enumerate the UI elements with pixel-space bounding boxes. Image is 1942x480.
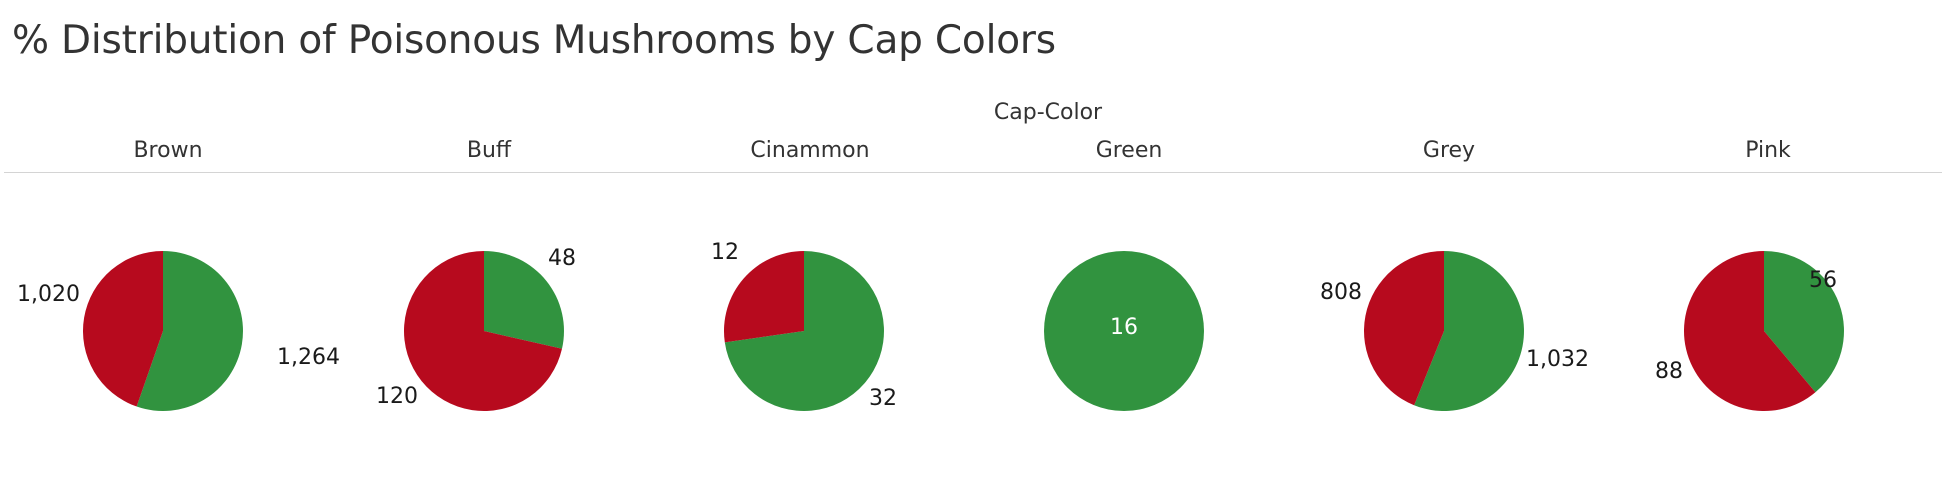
pie-slice-brown-red[interactable] xyxy=(82,250,163,407)
data-label-buff-red: 120 xyxy=(376,384,418,409)
pie-grey: 1,032 808 xyxy=(1320,251,1589,412)
column-header-grey: Grey xyxy=(1422,138,1476,163)
data-label-grey-green: 1,032 xyxy=(1526,347,1589,372)
pie-green: 16 xyxy=(1044,251,1204,411)
pie-slice-pink-red[interactable] xyxy=(1683,250,1816,412)
pie-brown: 1,264 1,020 xyxy=(17,250,340,411)
pie-slice-grey-red[interactable] xyxy=(1363,251,1444,406)
pie-slice-buff-red[interactable] xyxy=(403,251,562,412)
data-label-buff-green: 48 xyxy=(548,246,576,271)
column-header-brown: Brown xyxy=(133,138,203,163)
chart-title: % Distribution of Poisonous Mushrooms by… xyxy=(12,18,1056,63)
pie-slice-green-green[interactable] xyxy=(1044,251,1204,411)
data-label-brown-red: 1,020 xyxy=(17,282,80,307)
data-label-cinammon-green: 32 xyxy=(869,386,897,411)
data-label-pink-red: 88 xyxy=(1655,359,1683,384)
pie-slice-buff-green[interactable] xyxy=(484,251,564,349)
pie-cinammon: 32 12 xyxy=(711,240,897,412)
data-label-brown-green: 1,264 xyxy=(277,345,340,370)
column-header-cinammon: Cinammon xyxy=(750,138,870,163)
facet-axis-title: Cap-Color xyxy=(993,100,1103,125)
data-label-cinammon-red: 12 xyxy=(711,240,739,265)
pie-slice-pink-green[interactable] xyxy=(1764,251,1844,393)
pie-pink: 56 88 xyxy=(1655,250,1844,412)
pie-slice-grey-green[interactable] xyxy=(1414,251,1524,412)
column-headers: Brown Buff Cinammon Green Grey Pink xyxy=(4,138,1942,174)
header-divider xyxy=(4,172,1942,173)
data-label-pink-green: 56 xyxy=(1809,268,1837,293)
pie-slice-cinammon-red[interactable] xyxy=(723,251,804,343)
pie-buff: 48 120 xyxy=(376,246,576,412)
column-header-green: Green xyxy=(1095,138,1163,163)
data-label-green-green: 16 xyxy=(1110,315,1138,340)
data-label-grey-red: 808 xyxy=(1320,280,1362,305)
column-header-pink: Pink xyxy=(1745,138,1791,163)
column-header-buff: Buff xyxy=(466,138,512,163)
pie-slice-cinammon-green[interactable] xyxy=(724,251,884,412)
pie-slice-brown-green[interactable] xyxy=(136,251,243,411)
